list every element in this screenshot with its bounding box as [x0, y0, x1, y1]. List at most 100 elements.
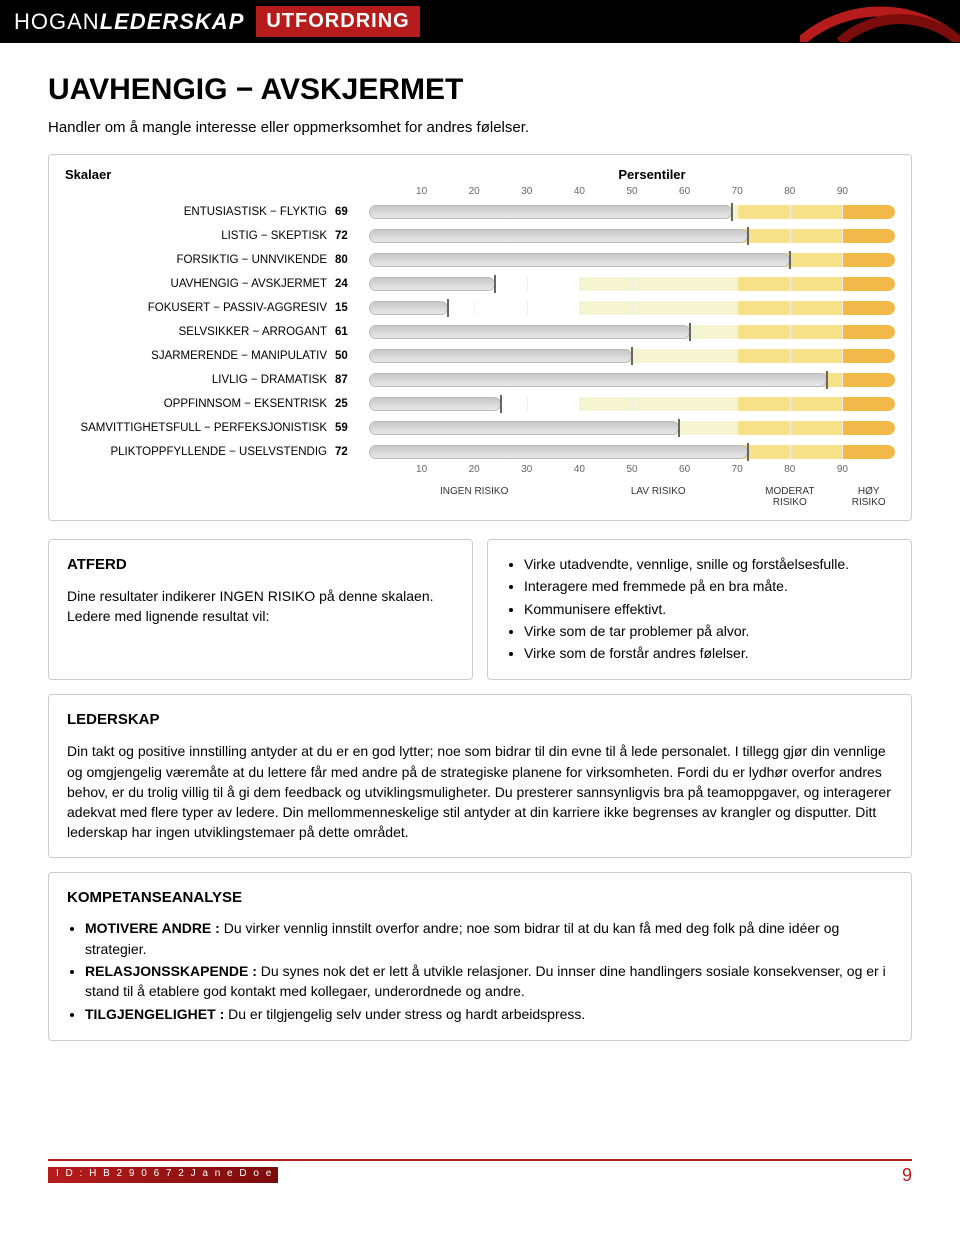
chart-tick: 50 — [626, 186, 637, 197]
chart-row-label: LIVLIG − DRAMATISK — [65, 374, 335, 386]
percentile-chart: Skalaer Persentiler 10 20 30 40 50 60 70 80 90 E… — [48, 154, 912, 521]
atferd-bullet: Virke som de tar problemer på alvor. — [524, 621, 893, 641]
chart-col-scale: Skalaer — [65, 167, 335, 182]
kompetanse-item-text: Du er tilgjengelig selv under stress og … — [224, 1006, 585, 1022]
chart-row-bar — [369, 419, 895, 437]
chart-row-bar — [369, 299, 895, 317]
chart-tick: 70 — [732, 464, 743, 475]
atferd-bullet: Virke utadvendte, vennlige, snille og fo… — [524, 554, 893, 574]
chart-row-bar — [369, 203, 895, 221]
atferd-bullet-list: Virke utadvendte, vennlige, snille og fo… — [506, 554, 893, 663]
legend-item: MODERATRISIKO — [765, 486, 814, 508]
chart-row-value: 59 — [335, 422, 369, 434]
chart-tick: 80 — [784, 464, 795, 475]
chart-tick: 60 — [679, 464, 690, 475]
brand: HOGANLEDERSKAP — [14, 9, 244, 35]
chart-tick: 40 — [574, 186, 585, 197]
kompetanse-item: RELASJONSSKAPENDE : Du synes nok det er … — [85, 961, 893, 1002]
chart-tick: 10 — [416, 186, 427, 197]
chart-row-bar — [369, 395, 895, 413]
chart-ticks-top: 102030405060708090 — [65, 186, 895, 200]
legend-item: HØYRISIKO — [852, 486, 886, 508]
atferd-row: ATFERD Dine resultater indikerer INGEN R… — [48, 539, 912, 680]
decorative-arcs — [800, 0, 960, 42]
atferd-card-right: Virke utadvendte, vennlige, snille og fo… — [487, 539, 912, 680]
chart-row-label: SJARMERENDE − MANIPULATIV — [65, 350, 335, 362]
chart-row-value: 24 — [335, 278, 369, 290]
chart-row-label: SELVSIKKER − ARROGANT — [65, 326, 335, 338]
kompetanse-item-label: TILGJENGELIGHET : — [85, 1006, 224, 1022]
chart-row-value: 50 — [335, 350, 369, 362]
chart-tick: 20 — [469, 464, 480, 475]
chart-row-value: 72 — [335, 230, 369, 242]
kompetanse-card: KOMPETANSEANALYSE MOTIVERE ANDRE : Du vi… — [48, 872, 912, 1041]
chart-row: SELVSIKKER − ARROGANT61 — [65, 320, 895, 344]
footer-id: I D : H B 2 9 0 6 7 2 J a n e D o e 8 . … — [56, 1168, 379, 1179]
chart-tick: 40 — [574, 464, 585, 475]
chart-row-label: FOKUSERT − PASSIV-AGGRESIV — [65, 302, 335, 314]
chart-row-label: LISTIG − SKEPTISK — [65, 230, 335, 242]
chart-row-value: 72 — [335, 446, 369, 458]
chart-row-label: FORSIKTIG − UNNVIKENDE — [65, 254, 335, 266]
chart-row: FOKUSERT − PASSIV-AGGRESIV15 — [65, 296, 895, 320]
chart-col-percentile: Persentiler — [369, 167, 895, 182]
chart-row-value: 15 — [335, 302, 369, 314]
chart-row-value: 25 — [335, 398, 369, 410]
chart-row-label: SAMVITTIGHETSFULL − PERFEKSJONISTISK — [65, 422, 335, 434]
footer-line — [48, 1159, 912, 1161]
chart-row-bar — [369, 371, 895, 389]
chart-row: LISTIG − SKEPTISK72 — [65, 224, 895, 248]
chart-row-value: 80 — [335, 254, 369, 266]
chart-row-bar — [369, 347, 895, 365]
atferd-text: Dine resultater indikerer INGEN RISIKO p… — [67, 586, 454, 627]
chart-tick: 30 — [521, 464, 532, 475]
chart-row: ENTUSIASTISK − FLYKTIG69 — [65, 200, 895, 224]
header-band: HOGANLEDERSKAP UTFORDRING — [0, 0, 960, 43]
atferd-card-left: ATFERD Dine resultater indikerer INGEN R… — [48, 539, 473, 680]
kompetanse-list: MOTIVERE ANDRE : Du virker vennlig innst… — [67, 918, 893, 1023]
kompetanse-item: MOTIVERE ANDRE : Du virker vennlig innst… — [85, 918, 893, 959]
chart-legend: INGEN RISIKO LAV RISIKO MODERATRISIKO HØYRI… — [65, 484, 895, 510]
kompetanse-heading: KOMPETANSEANALYSE — [67, 887, 893, 909]
lederskap-card: LEDERSKAP Din takt og positive innstilli… — [48, 694, 912, 857]
atferd-bullet: Kommunisere effektivt. — [524, 599, 893, 619]
legend-item: LAV RISIKO — [631, 486, 686, 497]
chart-tick: 90 — [837, 464, 848, 475]
legend-item: INGEN RISIKO — [440, 486, 508, 497]
chart-tick: 90 — [837, 186, 848, 197]
chart-row-label: PLIKTOPPFYLLENDE − USELVSTENDIG — [65, 446, 335, 458]
chart-row-bar — [369, 227, 895, 245]
chart-tick: 70 — [732, 186, 743, 197]
chart-header: Skalaer Persentiler — [65, 167, 895, 182]
brand-bold: LEDERSKAP — [100, 9, 245, 34]
chart-row-label: OPPFINNSOM − EKSENTRISK — [65, 398, 335, 410]
chart-tick: 30 — [521, 186, 532, 197]
chart-row-label: UAVHENGIG − AVSKJERMET — [65, 278, 335, 290]
chart-row-value: 87 — [335, 374, 369, 386]
header-tag: UTFORDRING — [256, 6, 419, 37]
page-subtitle: Handler om å mangle interesse eller oppm… — [48, 119, 912, 136]
atferd-heading: ATFERD — [67, 554, 454, 576]
chart-tick: 50 — [626, 464, 637, 475]
kompetanse-item: TILGJENGELIGHET : Du er tilgjengelig sel… — [85, 1004, 893, 1024]
lederskap-text: Din takt og positive innstilling antyder… — [67, 741, 893, 842]
kompetanse-item-label: MOTIVERE ANDRE : — [85, 920, 220, 936]
chart-row-bar — [369, 275, 895, 293]
brand-thin: HOGAN — [14, 9, 100, 34]
chart-row: OPPFINNSOM − EKSENTRISK25 — [65, 392, 895, 416]
chart-row-value: 61 — [335, 326, 369, 338]
chart-row: PLIKTOPPFYLLENDE − USELVSTENDIG72 — [65, 440, 895, 464]
chart-tick: 20 — [469, 186, 480, 197]
chart-tick: 80 — [784, 186, 795, 197]
atferd-bullet: Interagere med fremmede på en bra måte. — [524, 576, 893, 596]
page-body: UAVHENGIG − AVSKJERMET Handler om å mang… — [0, 43, 960, 1135]
chart-row: SJARMERENDE − MANIPULATIV50 — [65, 344, 895, 368]
chart-ticks-bottom: 102030405060708090 — [65, 464, 895, 478]
footer-page-number: 9 — [902, 1165, 912, 1186]
chart-row: UAVHENGIG − AVSKJERMET24 — [65, 272, 895, 296]
kompetanse-item-label: RELASJONSSKAPENDE : — [85, 963, 257, 979]
page-title: UAVHENGIG − AVSKJERMET — [48, 73, 912, 107]
chart-row-bar — [369, 323, 895, 341]
chart-row-value: 69 — [335, 206, 369, 218]
lederskap-heading: LEDERSKAP — [67, 709, 893, 731]
